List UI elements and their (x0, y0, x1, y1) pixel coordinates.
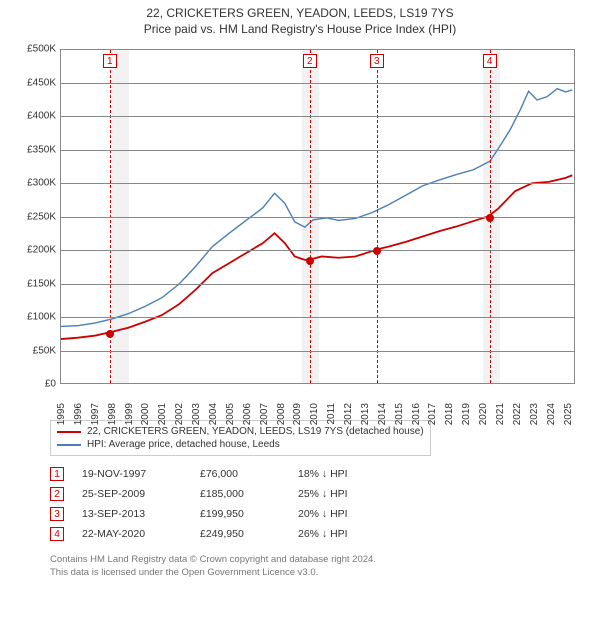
transaction-point (486, 214, 494, 222)
x-axis-tick: 2011 (326, 403, 337, 425)
y-gridline (60, 116, 575, 117)
x-axis-tick: 1999 (124, 403, 135, 425)
table-row: 3 13-SEP-2013 £199,950 20% ↓ HPI (50, 504, 570, 524)
x-axis-tick: 2017 (427, 403, 438, 425)
y-axis-tick: £300K (20, 178, 56, 189)
x-axis-tick: 2010 (309, 403, 320, 425)
transaction-number-box: 4 (50, 527, 64, 541)
x-axis-tick: 2000 (140, 403, 151, 425)
transaction-number-box: 2 (50, 487, 64, 501)
x-axis-tick: 2004 (208, 403, 219, 425)
title-address: 22, CRICKETERS GREEN, YEADON, LEEDS, LS1… (10, 6, 590, 20)
y-gridline (60, 183, 575, 184)
chart-title-block: 22, CRICKETERS GREEN, YEADON, LEEDS, LS1… (0, 0, 600, 40)
y-axis-tick: £100K (20, 312, 56, 323)
transaction-number-box: 3 (50, 507, 64, 521)
transaction-point (373, 247, 381, 255)
transaction-marker-label: 3 (370, 54, 384, 68)
x-axis-tick: 2006 (242, 403, 253, 425)
y-axis-tick: £200K (20, 245, 56, 256)
transaction-marker-label: 2 (303, 54, 317, 68)
x-axis-tick: 2023 (529, 403, 540, 425)
transaction-point (306, 257, 314, 265)
x-axis-tick: 2022 (512, 403, 523, 425)
transaction-delta: 25% ↓ HPI (298, 488, 388, 500)
x-axis-tick: 2024 (546, 403, 557, 425)
x-axis-tick: 1998 (107, 403, 118, 425)
table-row: 1 19-NOV-1997 £76,000 18% ↓ HPI (50, 464, 570, 484)
transaction-date: 25-SEP-2009 (82, 488, 182, 500)
footer-attribution: Contains HM Land Registry data © Crown c… (50, 554, 570, 580)
y-axis-tick: £500K (20, 44, 56, 55)
y-axis-tick: £50K (20, 345, 56, 356)
y-axis-tick: £250K (20, 211, 56, 222)
transaction-marker-label: 4 (483, 54, 497, 68)
x-axis-tick: 2001 (157, 403, 168, 425)
legend-row: HPI: Average price, detached house, Leed… (57, 438, 424, 451)
x-axis-tick: 2007 (259, 403, 270, 425)
x-axis-tick: 2003 (191, 403, 202, 425)
transaction-date: 13-SEP-2013 (82, 508, 182, 520)
x-axis-tick: 2005 (225, 403, 236, 425)
y-gridline (60, 351, 575, 352)
y-axis-tick: £400K (20, 111, 56, 122)
table-row: 2 25-SEP-2009 £185,000 25% ↓ HPI (50, 484, 570, 504)
transaction-marker-label: 1 (103, 54, 117, 68)
transaction-point (106, 330, 114, 338)
x-axis-tick: 2019 (461, 403, 472, 425)
x-axis-tick: 2013 (360, 403, 371, 425)
title-subtitle: Price paid vs. HM Land Registry's House … (10, 22, 590, 36)
y-axis-tick: £350K (20, 144, 56, 155)
x-axis-tick: 1995 (56, 403, 67, 425)
x-axis-tick: 2008 (276, 403, 287, 425)
y-gridline (60, 217, 575, 218)
legend-label: 22, CRICKETERS GREEN, YEADON, LEEDS, LS1… (87, 426, 424, 437)
transaction-price: £249,950 (200, 528, 280, 540)
legend: 22, CRICKETERS GREEN, YEADON, LEEDS, LS1… (50, 420, 431, 456)
legend-swatch (57, 444, 81, 446)
footer-line-1: Contains HM Land Registry data © Crown c… (50, 554, 570, 567)
y-gridline (60, 83, 575, 84)
table-row: 4 22-MAY-2020 £249,950 26% ↓ HPI (50, 524, 570, 544)
legend-label: HPI: Average price, detached house, Leed… (87, 439, 280, 450)
y-gridline (60, 317, 575, 318)
transaction-delta: 18% ↓ HPI (298, 468, 388, 480)
x-axis-tick: 2016 (411, 403, 422, 425)
y-gridline (60, 250, 575, 251)
transaction-price: £185,000 (200, 488, 280, 500)
transaction-delta: 26% ↓ HPI (298, 528, 388, 540)
transaction-price: £76,000 (200, 468, 280, 480)
legend-row: 22, CRICKETERS GREEN, YEADON, LEEDS, LS1… (57, 425, 424, 438)
transaction-date: 19-NOV-1997 (82, 468, 182, 480)
x-axis-tick: 2018 (444, 403, 455, 425)
y-gridline (60, 150, 575, 151)
y-gridline (60, 284, 575, 285)
y-axis-tick: £150K (20, 278, 56, 289)
x-axis-tick: 2020 (478, 403, 489, 425)
footer-line-2: This data is licensed under the Open Gov… (50, 567, 570, 580)
legend-swatch (57, 431, 81, 433)
transaction-number-box: 1 (50, 467, 64, 481)
x-axis-tick: 1997 (90, 403, 101, 425)
transaction-date: 22-MAY-2020 (82, 528, 182, 540)
x-axis-tick: 2002 (174, 403, 185, 425)
x-axis-tick: 2015 (394, 403, 405, 425)
transaction-price: £199,950 (200, 508, 280, 520)
chart-area: 1 2 3 4 £0 £50K £100K £150K £200K £250K £300K £350… (20, 44, 580, 414)
y-axis-tick: £0 (20, 379, 56, 390)
x-axis-tick: 1996 (73, 403, 84, 425)
transaction-delta: 20% ↓ HPI (298, 508, 388, 520)
x-axis-tick: 2014 (377, 403, 388, 425)
x-axis-tick: 2025 (563, 403, 574, 425)
y-axis-tick: £450K (20, 77, 56, 88)
x-axis-tick: 2009 (292, 403, 303, 425)
x-axis-tick: 2012 (343, 403, 354, 425)
x-axis-tick: 2021 (495, 403, 506, 425)
transaction-table: 1 19-NOV-1997 £76,000 18% ↓ HPI 2 25-SEP-2009… (50, 464, 570, 544)
